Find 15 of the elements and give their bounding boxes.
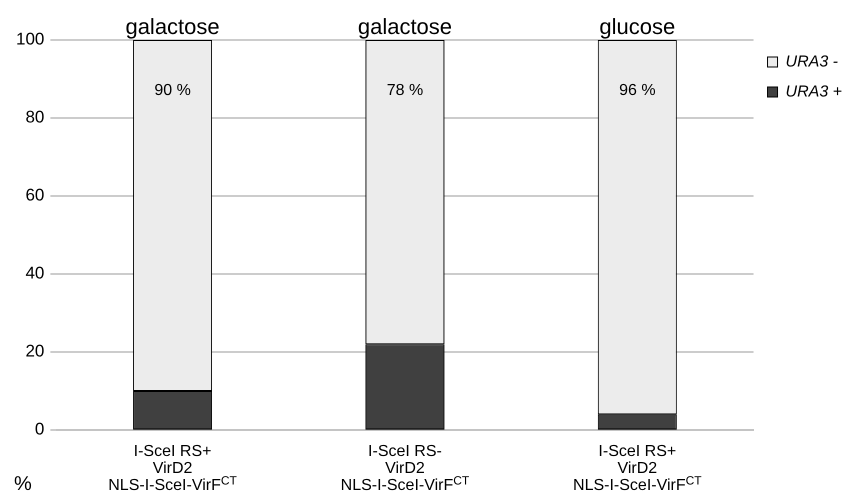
y-tick-label: 60 [25,186,44,205]
legend-label: URA3 + [786,83,842,100]
y-tick-label: 0 [34,420,44,439]
text: galactose [358,14,452,39]
y-axis-title: % [14,473,32,495]
y-tick-label: 40 [25,264,44,283]
data-label: 90 % [154,82,191,99]
y-tick-label: 80 [25,108,44,127]
text: glucose [599,14,676,39]
y-tick-label: 100 [16,30,44,49]
y-tick-label: 20 [25,342,44,361]
data-label: 78 % [386,82,424,99]
data-label: 96 % [619,82,656,99]
legend-label: URA3 - [786,53,838,70]
text: galactose [125,14,220,39]
